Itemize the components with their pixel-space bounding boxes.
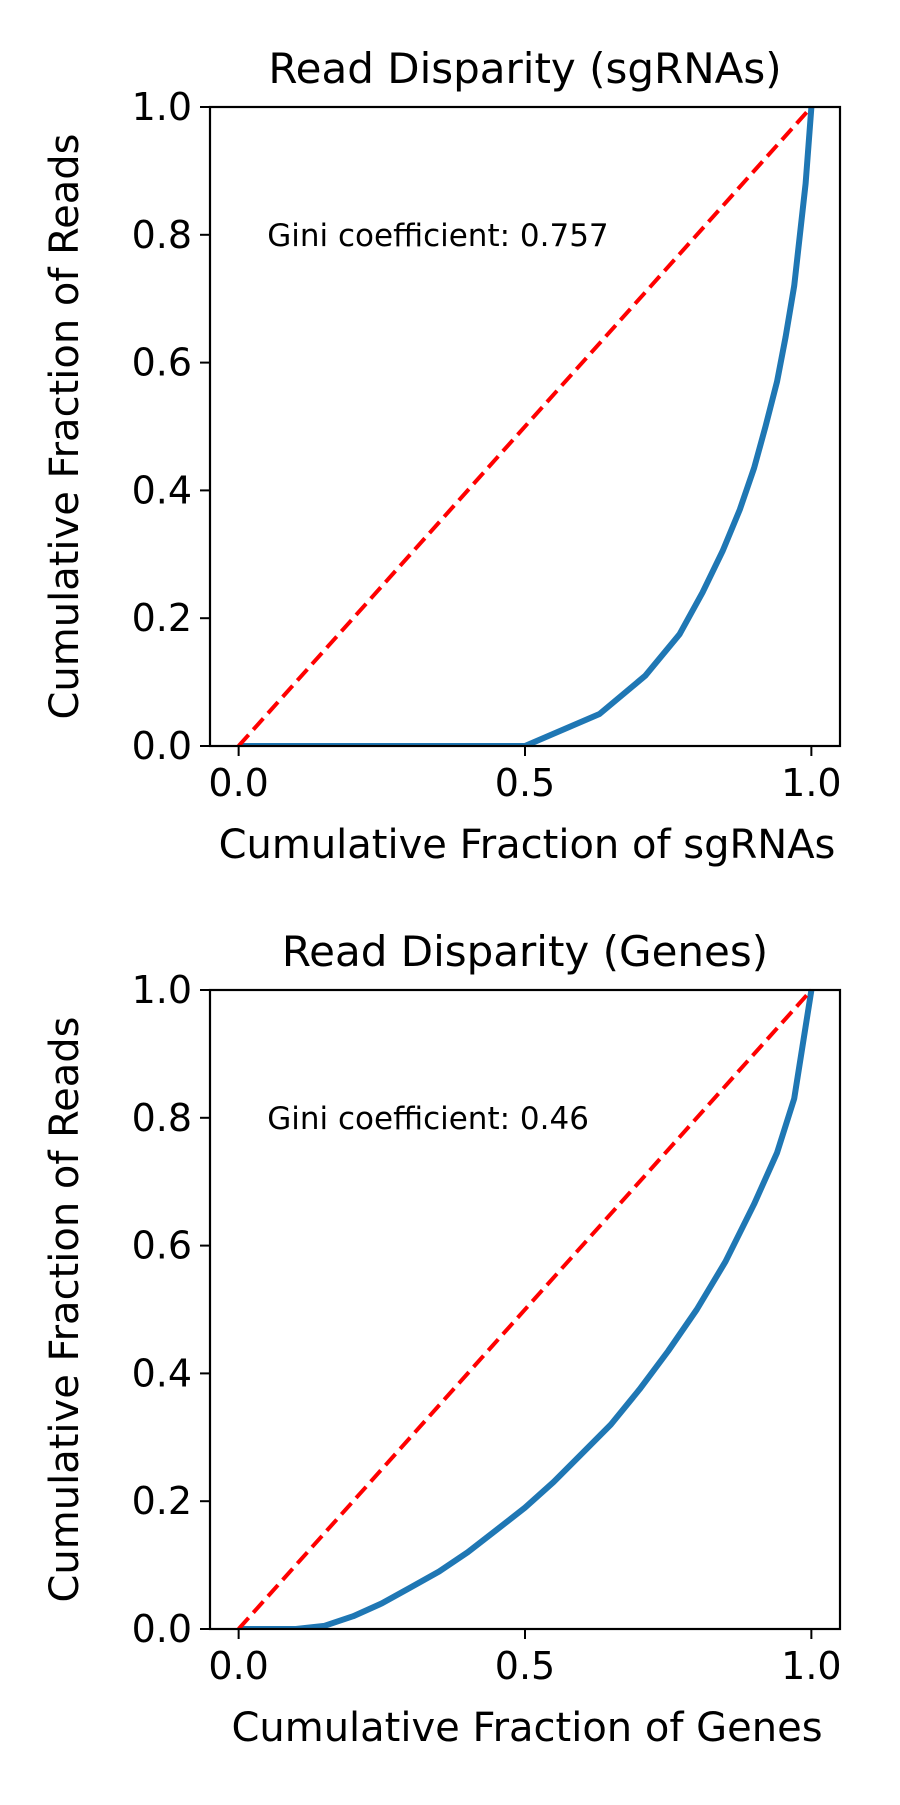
chart-panel-2: Read Disparity (Genes) 0.0 0.5 1.0 0.0 0.2 0.4…: [42, 927, 842, 1751]
y-tick-label: 0.6: [132, 341, 192, 385]
y-axis-label: Cumulative Fraction of Reads: [42, 133, 88, 719]
equality-line: [237, 105, 813, 746]
x-tick-label: 0.0: [208, 761, 268, 805]
y-tick-label: 0.0: [132, 724, 192, 768]
chart-panel-1: Read Disparity (sgRNAs) 0.0 0.5 1.0 0.0 0.2 0.…: [42, 44, 842, 868]
x-tick-label: 1.0: [781, 761, 841, 805]
y-tick-label: 1.0: [132, 968, 192, 1012]
chart-title: Read Disparity (sgRNAs): [268, 44, 781, 93]
gini-annotation: Gini coefficient: 0.757: [267, 218, 608, 254]
y-tick-label: 0.4: [132, 468, 192, 512]
x-tick-label: 0.5: [495, 761, 555, 805]
y-tick-label: 0.2: [132, 596, 192, 640]
y-tick-label: 0.6: [132, 1224, 192, 1268]
chart-title: Read Disparity (Genes): [282, 927, 768, 976]
x-axis-label: Cumulative Fraction of sgRNAs: [219, 822, 836, 868]
y-tick-label: 0.2: [132, 1479, 192, 1523]
y-tick-label: 0.8: [132, 1096, 192, 1140]
y-tick-label: 0.0: [132, 1607, 192, 1651]
y-axis-label: Cumulative Fraction of Reads: [42, 1016, 88, 1602]
equality-line: [237, 988, 813, 1629]
x-tick-label: 0.5: [495, 1644, 555, 1688]
y-tick-label: 0.8: [132, 213, 192, 257]
gini-annotation: Gini coefficient: 0.46: [267, 1101, 589, 1137]
x-axis-label: Cumulative Fraction of Genes: [231, 1705, 822, 1751]
x-tick-label: 1.0: [781, 1644, 841, 1688]
y-tick-label: 0.4: [132, 1351, 192, 1395]
y-tick-label: 1.0: [132, 85, 192, 129]
lorenz-curve-line: [238, 106, 815, 746]
lorenz-curve-line: [238, 989, 815, 1629]
x-tick-label: 0.0: [208, 1644, 268, 1688]
